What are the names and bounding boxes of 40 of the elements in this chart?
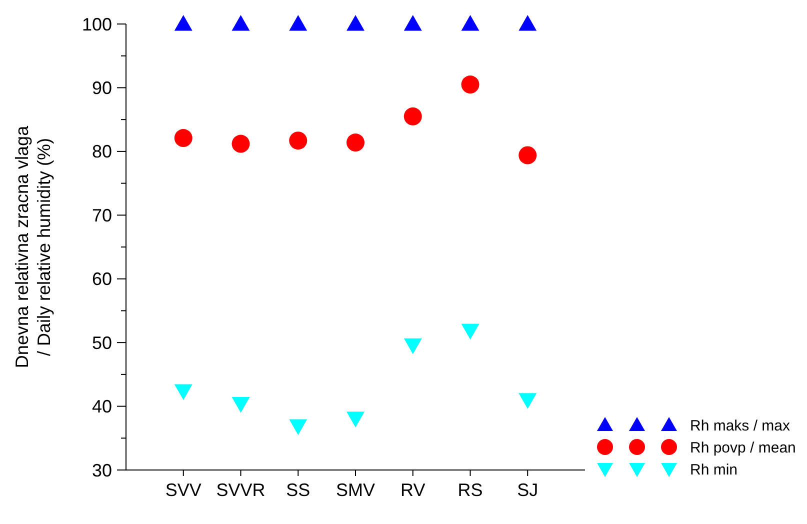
point <box>461 15 480 31</box>
x-tick-label: RS <box>458 480 483 500</box>
point <box>232 15 250 31</box>
y-tick-label: 80 <box>92 142 112 162</box>
y-tick-label: 40 <box>92 396 112 417</box>
y-tick-label: 100 <box>82 14 112 34</box>
point <box>289 15 308 31</box>
point <box>518 146 537 164</box>
x-tick-label: SVV <box>165 480 202 500</box>
point <box>289 132 308 150</box>
point <box>232 134 250 153</box>
point <box>461 76 480 94</box>
legend-label: Rh maks / max <box>690 417 791 434</box>
y-tick-label: 60 <box>92 269 112 290</box>
y-tick-label: 50 <box>92 332 112 353</box>
point <box>518 393 537 409</box>
x-tick-label: RV <box>400 480 426 500</box>
point <box>346 15 364 31</box>
point <box>404 338 422 354</box>
point <box>461 324 480 340</box>
point <box>289 419 308 436</box>
legend-label: Rh povp / mean <box>690 439 796 456</box>
point <box>232 396 250 413</box>
x-tick-label: SS <box>286 480 310 500</box>
y-tick-label: 70 <box>92 205 112 226</box>
point <box>404 15 422 31</box>
point <box>404 107 422 126</box>
point <box>174 15 192 31</box>
point <box>518 15 537 31</box>
point <box>174 384 192 400</box>
point <box>174 129 192 148</box>
y-axis-title: Dnevna relativna zracna vlaga / Daily relative humidity (%) <box>12 124 54 368</box>
legend-label: Rh min <box>690 461 738 478</box>
x-tick-label: SMV <box>336 480 376 500</box>
y-tick-label: 90 <box>92 78 112 98</box>
point <box>346 412 364 428</box>
x-tick-label: SJ <box>517 480 538 500</box>
y-tick-label: 30 <box>92 460 112 480</box>
point <box>346 134 364 152</box>
x-tick-label: SVVR <box>216 480 266 500</box>
